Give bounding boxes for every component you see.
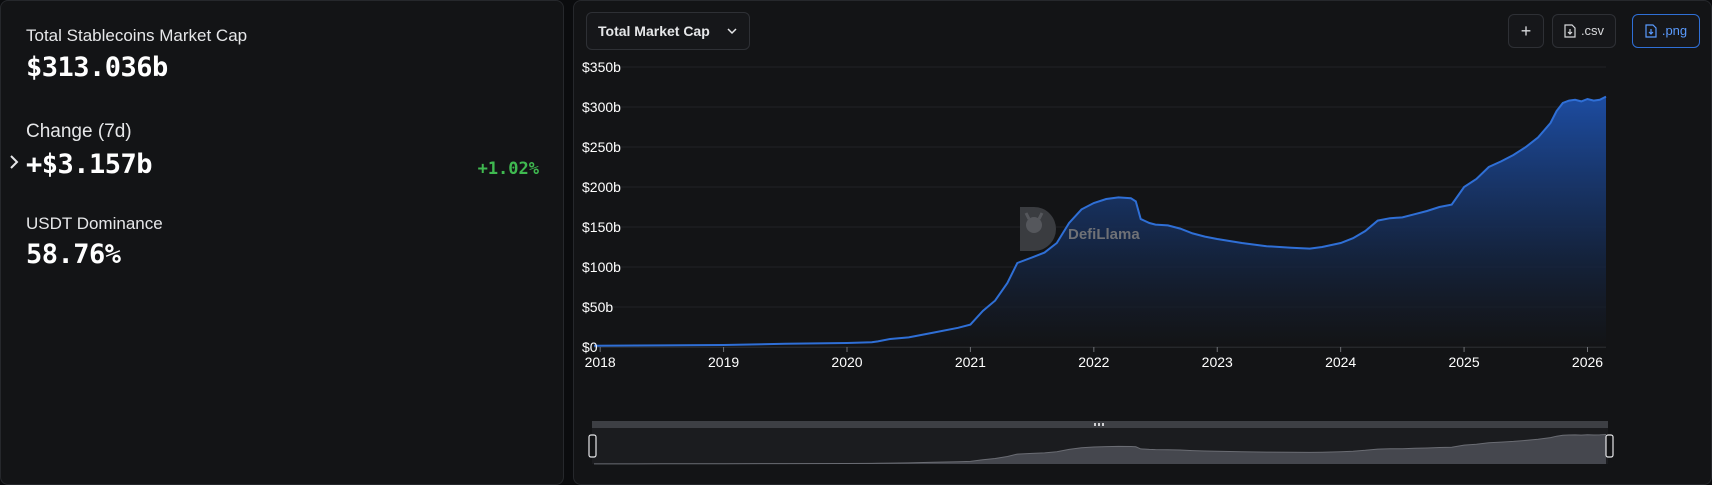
- x-tick-label: 2018: [585, 354, 616, 370]
- y-tick-label: $0: [582, 339, 598, 355]
- x-tick-label: 2021: [955, 354, 986, 370]
- y-tick-label: $200b: [582, 179, 621, 195]
- file-download-icon: [1564, 24, 1576, 38]
- metric-dropdown-label: Total Market Cap: [598, 23, 710, 39]
- x-tick-label: 2026: [1572, 354, 1603, 370]
- file-download-icon: [1645, 24, 1657, 38]
- y-tick-label: $50b: [582, 299, 613, 315]
- market-cap-area: [594, 96, 1606, 347]
- market-cap-line: [593, 95, 1607, 347]
- x-tick-label: 2022: [1078, 354, 1109, 370]
- x-tick-label: 2019: [708, 354, 739, 370]
- x-tick-label: 2020: [831, 354, 862, 370]
- defillama-logo-icon: [1020, 207, 1056, 251]
- y-tick-label: $250b: [582, 139, 621, 155]
- download-csv-label: .csv: [1580, 23, 1605, 38]
- x-tick-label: 2025: [1448, 354, 1479, 370]
- watermark-text: DefiLlama: [1068, 226, 1140, 243]
- usdt-dominance-value: 58.76%: [26, 239, 121, 270]
- change-7d-percent: +1.02%: [477, 159, 539, 179]
- download-csv-button[interactable]: .csv: [1552, 14, 1616, 48]
- mini-chart-line: [593, 434, 1607, 465]
- y-tick-label: $300b: [582, 99, 621, 115]
- range-handle-right[interactable]: [1605, 434, 1614, 458]
- chart-panel: DefiLlama $0 $50b $100b $150b $200b $250b $300…: [573, 0, 1712, 485]
- mini-chart-area: [594, 434, 1606, 464]
- y-tick-label: $350b: [582, 59, 621, 75]
- grip-icon[interactable]: [1094, 423, 1104, 426]
- x-tick-label: 2023: [1202, 354, 1233, 370]
- range-handle-left[interactable]: [588, 434, 597, 458]
- usdt-dominance-label: USDT Dominance: [26, 214, 163, 233]
- x-tick-label: 2024: [1325, 354, 1356, 370]
- add-button[interactable]: +: [1508, 14, 1544, 48]
- total-market-cap-value: $313.036b: [26, 52, 168, 83]
- change-7d-value: +$3.157b: [26, 149, 153, 180]
- y-tick-label: $100b: [582, 259, 621, 275]
- download-png-button[interactable]: .png: [1632, 14, 1700, 48]
- download-png-label: .png: [1661, 23, 1688, 38]
- range-selector[interactable]: [588, 421, 1614, 465]
- y-tick-label: $150b: [582, 219, 621, 235]
- market-cap-chart[interactable]: DefiLlama $0 $50b $100b $150b $200b $250b $300…: [574, 1, 1712, 485]
- total-market-cap-label: Total Stablecoins Market Cap: [26, 26, 248, 45]
- chevron-right-icon[interactable]: [7, 152, 21, 172]
- metric-dropdown[interactable]: Total Market Cap: [586, 12, 750, 50]
- watermark: DefiLlama: [1020, 207, 1140, 251]
- change-7d-label: Change (7d): [26, 121, 132, 142]
- chevron-down-icon: [727, 28, 737, 35]
- stats-panel: Total Stablecoins Market Cap $313.036b C…: [0, 0, 564, 485]
